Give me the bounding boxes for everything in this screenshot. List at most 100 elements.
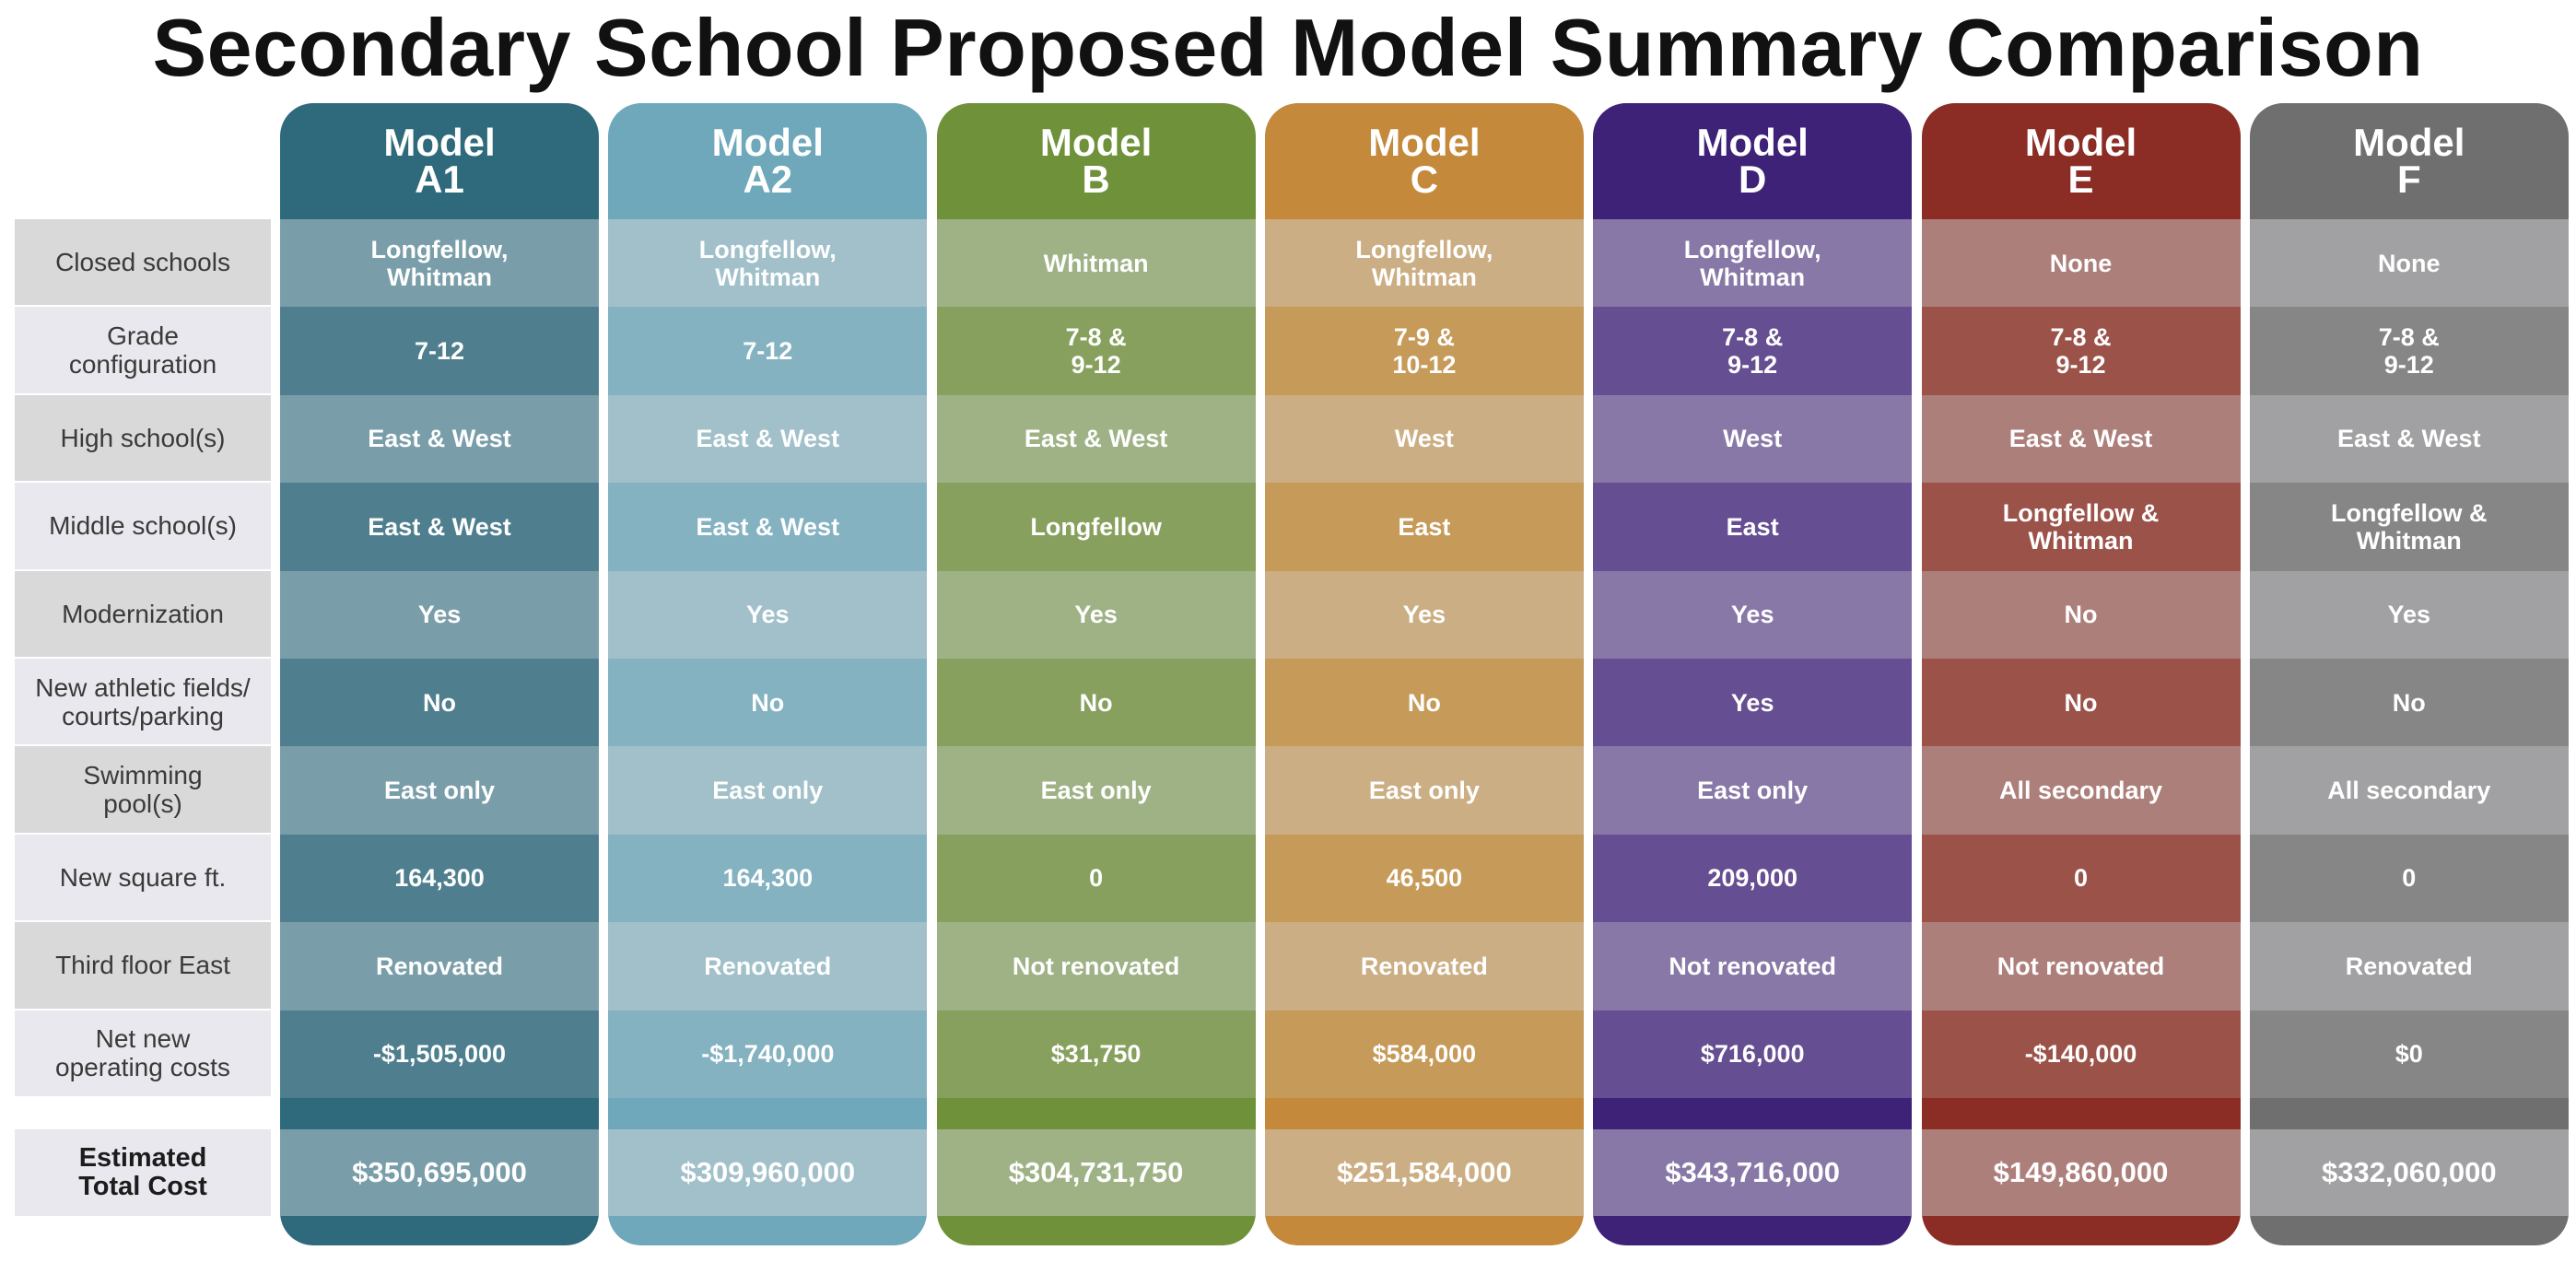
model-cell: -$140,000 (1921, 1010, 2241, 1098)
model-cell: $716,000 (1593, 1010, 1913, 1098)
total-cost-label: Estimated Total Cost (15, 1129, 271, 1216)
model-cell: 7-8 & 9-12 (936, 307, 1256, 395)
model-cell: -$1,740,000 (608, 1010, 928, 1098)
row-label: Third floor East (15, 922, 271, 1009)
model-cell: 0 (1921, 834, 2241, 923)
row-label: Middle school(s) (15, 483, 271, 569)
model-cell: Yes (1264, 570, 1584, 659)
model-cell: 46,500 (1264, 834, 1584, 923)
model-cell: None (2249, 219, 2569, 308)
page-title: Secondary School Proposed Model Summary … (152, 2, 2424, 93)
model-total-cost: $304,731,750 (936, 1129, 1256, 1216)
model-column: Model D Longfellow, Whitman 7-8 & 9-12 West… (1593, 103, 1913, 1245)
model-cell: East (1593, 483, 1913, 571)
model-cell: Longfellow, Whitman (608, 219, 928, 308)
row-label: Net new operating costs (15, 1010, 271, 1096)
model-cell: Renovated (1264, 922, 1584, 1011)
model-column: Model B Whitman 7-8 & 9-12 East & West Longf… (936, 103, 1256, 1245)
model-total-cost: $251,584,000 (1264, 1129, 1584, 1216)
row-label: New square ft. (15, 834, 271, 921)
model-column: Model E None 7-8 & 9-12 East & West Longfell… (1921, 103, 2241, 1245)
row-label: Modernization (15, 570, 271, 657)
model-cell: -$1,505,000 (280, 1010, 599, 1098)
model-cell: East only (608, 746, 928, 835)
model-header: Model B (1039, 121, 1153, 201)
model-cell: None (1921, 219, 2241, 308)
model-cell: Yes (1593, 570, 1913, 659)
model-cell: Not renovated (936, 922, 1256, 1011)
model-cell: Longfellow, Whitman (1593, 219, 1913, 308)
model-cell: East & West (608, 394, 928, 484)
model-cell: Longfellow (936, 483, 1256, 571)
row-label: Grade configuration (15, 307, 271, 393)
model-cell: 164,300 (608, 834, 928, 923)
model-total-cost: $332,060,000 (2249, 1129, 2569, 1216)
model-cell: West (1264, 394, 1584, 484)
model-header: Model C (1368, 121, 1481, 201)
row-label: Swimming pool(s) (15, 746, 271, 833)
model-header: Model A2 (711, 121, 824, 201)
model-header: Model F (2353, 121, 2465, 201)
model-column: Model A2 Longfellow, Whitman 7-12 East & We… (608, 103, 928, 1245)
model-cell: East & West (280, 394, 599, 484)
model-cell: East & West (2249, 394, 2569, 484)
model-cell: 164,300 (280, 834, 599, 923)
row-label: Closed schools (15, 219, 271, 306)
model-cell: 7-8 & 9-12 (1921, 307, 2241, 395)
model-cell: East only (1264, 746, 1584, 835)
model-header: Model E (2024, 121, 2137, 201)
model-cell: East only (936, 746, 1256, 835)
model-cell: 0 (936, 834, 1256, 923)
model-cell: No (1921, 570, 2241, 659)
model-cell: East & West (936, 394, 1256, 484)
row-label: High school(s) (15, 394, 271, 482)
row-label: New athletic fields/ courts/parking (15, 659, 271, 745)
model-cell: $0 (2249, 1010, 2569, 1098)
model-cell: East (1264, 483, 1584, 571)
model-cell: $31,750 (936, 1010, 1256, 1098)
model-cell: No (280, 659, 599, 747)
model-column: Model A1 Longfellow, Whitman 7-12 East & We… (280, 103, 599, 1245)
model-column: Model F None 7-8 & 9-12 East & West Longfell… (2249, 103, 2569, 1245)
model-cell: Renovated (2249, 922, 2569, 1011)
model-total-cost: $343,716,000 (1593, 1129, 1913, 1216)
model-cell: Yes (280, 570, 599, 659)
model-cell: All secondary (2249, 746, 2569, 835)
model-cell: Longfellow, Whitman (1264, 219, 1584, 308)
model-cell: No (936, 659, 1256, 747)
model-cell: 0 (2249, 834, 2569, 923)
model-cell: 7-8 & 9-12 (2249, 307, 2569, 395)
model-cell: 7-12 (280, 307, 599, 395)
model-cell: East only (280, 746, 599, 835)
model-column: Model C Longfellow, Whitman 7-9 & 10-12 Wes… (1264, 103, 1584, 1245)
model-cell: All secondary (1921, 746, 2241, 835)
model-cell: Whitman (936, 219, 1256, 308)
model-cell: 7-8 & 9-12 (1593, 307, 1913, 395)
model-cell: Longfellow & Whitman (1921, 483, 2241, 571)
model-total-cost: $149,860,000 (1921, 1129, 2241, 1216)
model-cell: Yes (608, 570, 928, 659)
model-total-cost: $350,695,000 (280, 1129, 599, 1216)
model-cell: 7-9 & 10-12 (1264, 307, 1584, 395)
model-cell: Yes (936, 570, 1256, 659)
model-cell: No (1264, 659, 1584, 747)
model-cell: 209,000 (1593, 834, 1913, 923)
model-cell: Renovated (608, 922, 928, 1011)
model-header: Model D (1696, 121, 1809, 201)
model-cell: Renovated (280, 922, 599, 1011)
model-cell: Yes (1593, 659, 1913, 747)
model-total-cost: $309,960,000 (608, 1129, 928, 1216)
model-cell: East only (1593, 746, 1913, 835)
model-cell: Longfellow, Whitman (280, 219, 599, 308)
model-cell: Yes (2249, 570, 2569, 659)
model-cell: Not renovated (1921, 922, 2241, 1011)
model-cell: No (2249, 659, 2569, 747)
model-cell: No (1921, 659, 2241, 747)
model-cell: East & West (280, 483, 599, 571)
model-cell: West (1593, 394, 1913, 484)
model-cell: $584,000 (1264, 1010, 1584, 1098)
model-cell: 7-12 (608, 307, 928, 395)
model-cell: East & West (608, 483, 928, 571)
model-cell: East & West (1921, 394, 2241, 484)
model-cell: No (608, 659, 928, 747)
